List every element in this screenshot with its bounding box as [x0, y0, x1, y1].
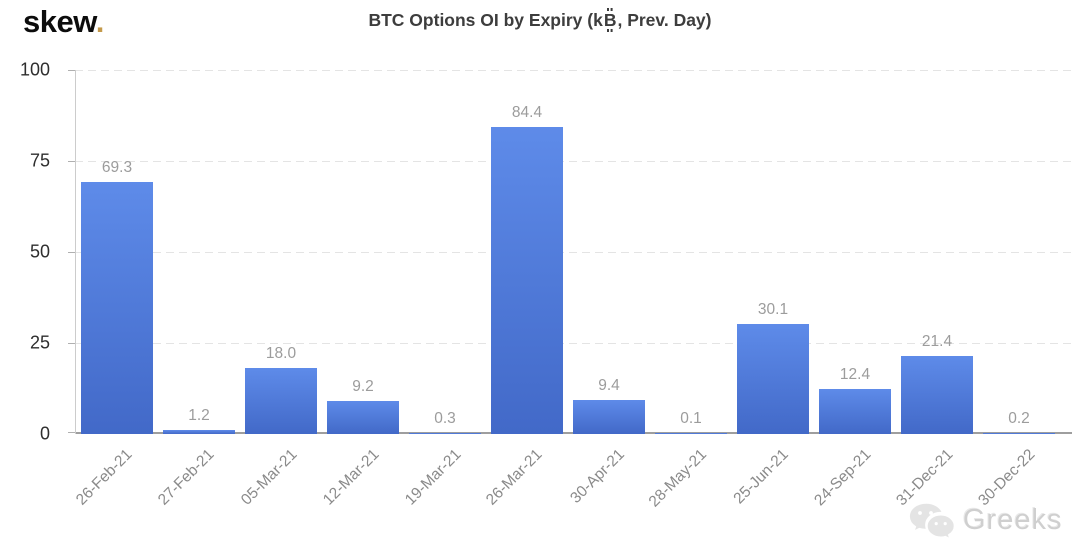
skew-logo: skew.: [23, 4, 104, 40]
x-axis-label: 24-Sep-21: [810, 446, 875, 510]
skew-logo-dot: .: [95, 4, 105, 39]
bar-value-label: 18.0: [265, 345, 297, 363]
plot-area: 69.3 1.2 18.0 9.2 0.3 84.4 9.4 0.1 30.1 12.4 21.4 0…: [68, 70, 1072, 434]
bar-31-Dec-21[interactable]: [900, 356, 974, 434]
watermark-text: Greeks: [963, 503, 1063, 536]
bar-30-Apr-21[interactable]: [572, 399, 646, 434]
y-axis-tick: [68, 70, 75, 71]
bar-26-Mar-21[interactable]: [490, 126, 564, 434]
bar-19-Mar-21[interactable]: [408, 432, 482, 434]
bar-value-label: 12.4: [839, 365, 871, 383]
watermark: Greeks: [906, 500, 1062, 540]
bar-value-label: 0.1: [680, 409, 702, 427]
gridline: [68, 161, 1072, 162]
bitcoin-symbol-letter: B: [603, 10, 617, 30]
bar-slot: 12.4: [814, 70, 896, 434]
x-axis-label: 27-Feb-21: [155, 446, 219, 509]
x-axis-label: 30-Apr-21: [567, 446, 629, 507]
skew-logo-text: skew: [23, 4, 96, 39]
bar-05-Mar-21[interactable]: [244, 368, 318, 434]
bar-value-label: 9.2: [352, 377, 374, 395]
bar-slot: 1.2: [158, 70, 240, 434]
y-axis-tick-label: 100: [19, 59, 50, 80]
gridline: [68, 70, 1072, 71]
bar-slot: 30.1: [732, 70, 814, 434]
y-axis-tick: [68, 161, 75, 162]
bar-value-label: 1.2: [188, 406, 210, 424]
y-axis-tick-label: 0: [39, 423, 50, 444]
chart-title-prefix: BTC Options OI by Expiry (k: [368, 10, 603, 30]
bar-slot: 21.4: [896, 70, 978, 434]
bar-26-Feb-21[interactable]: [80, 181, 154, 434]
y-axis-tick-label: 75: [29, 150, 50, 171]
x-axis-label: 26-Mar-21: [483, 446, 547, 509]
bar-27-Feb-21[interactable]: [162, 429, 236, 434]
bar-value-label: 30.1: [757, 301, 789, 319]
bar-value-label: 0.3: [434, 409, 456, 427]
chart-title-suffix: , Prev. Day): [617, 10, 712, 30]
bar-24-Sep-21[interactable]: [818, 388, 892, 434]
x-axis-label: 28-May-21: [645, 446, 711, 511]
bar-value-label: 9.4: [598, 376, 620, 394]
bar-slot: 9.4: [568, 70, 650, 434]
bar-value-label: 21.4: [921, 333, 953, 351]
y-axis-tick: [68, 432, 75, 433]
bar-value-label: 0.2: [1008, 409, 1030, 427]
bar-12-Mar-21[interactable]: [326, 400, 400, 434]
bar-value-label: 69.3: [101, 158, 133, 176]
bar-slot: 0.2: [978, 70, 1060, 434]
bar-25-Jun-21[interactable]: [736, 324, 810, 434]
y-axis-tick-label: 25: [29, 332, 50, 353]
gridline: [68, 252, 1072, 253]
bar-slot: 0.1: [650, 70, 732, 434]
gridline: [68, 343, 1072, 344]
bar-slot: 84.4: [486, 70, 568, 434]
bar-slot: 9.2: [322, 70, 404, 434]
bar-28-May-21[interactable]: [654, 432, 728, 434]
x-axis-label: 05-Mar-21: [237, 446, 301, 509]
y-axis-line: [75, 70, 76, 434]
bitcoin-symbol-icon: B: [603, 8, 617, 32]
bar-slot: 0.3: [404, 70, 486, 434]
x-axis-label: 25-Jun-21: [730, 446, 793, 508]
x-axis-label: 12-Mar-21: [319, 446, 383, 509]
wechat-icon: [908, 502, 956, 540]
x-axis-label: 19-Mar-21: [401, 446, 465, 509]
bar-30-Dec-22[interactable]: [982, 432, 1056, 434]
y-axis-tick: [68, 252, 75, 253]
x-axis-label: 26-Feb-21: [73, 446, 137, 509]
chart-title: BTC Options OI by Expiry (kB, Prev. Day): [0, 8, 1080, 32]
bar-slot: 18.0: [240, 70, 322, 434]
bar-slot: 69.3: [76, 70, 158, 434]
y-axis-tick: [68, 343, 75, 344]
y-axis-tick-label: 50: [29, 241, 50, 262]
bar-value-label: 84.4: [511, 103, 543, 121]
bars-container: 69.3 1.2 18.0 9.2 0.3 84.4 9.4 0.1 30.1 12.4 21.4 0…: [76, 70, 1060, 434]
y-axis-labels: 0 25 50 75 100: [0, 60, 50, 444]
